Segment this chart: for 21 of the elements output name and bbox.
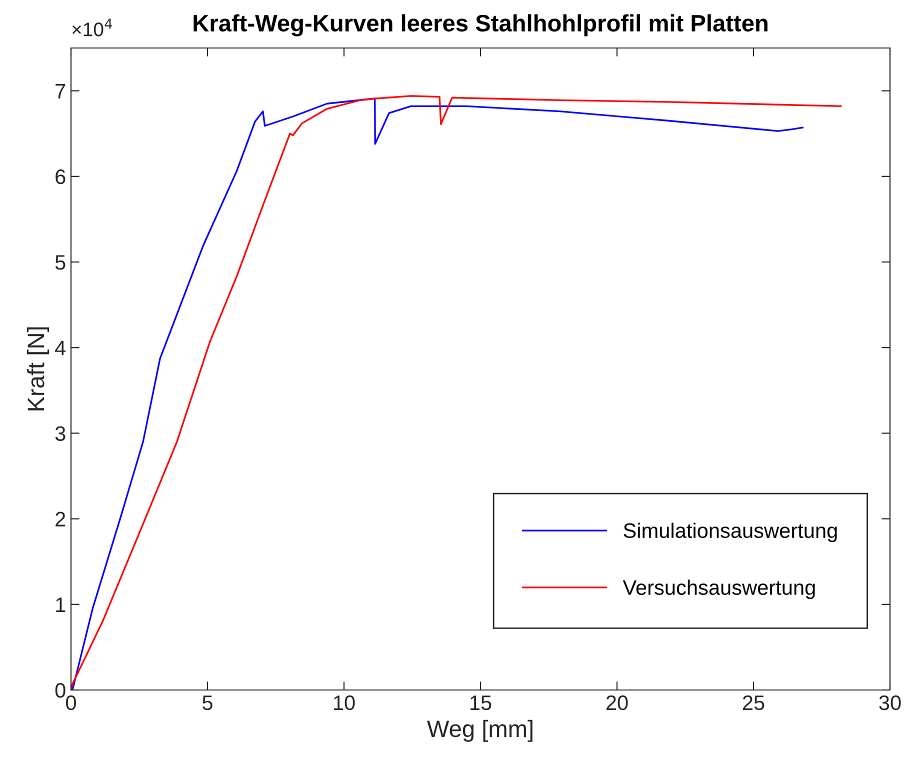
legend-label: Simulationsauswertung [624,522,837,542]
x-axis-title: Weg [mm] [427,720,532,742]
legend-label: Versuchsauswertung [622,580,815,600]
y-axis-title: Kraft [N] [26,327,49,410]
x-tick-label: 5 [202,696,212,710]
y-tick-label: 5 [55,255,66,270]
y-tick-label: 4 [55,340,66,356]
text: ×10$^{4}$ [72,18,112,36]
x-tick-label: 25 [742,695,764,710]
chart-title: Kraft-Weg-Kurven leeres Stahlhohlprofil mit Platten [194,14,768,36]
x-tick-label: 10 [334,695,355,710]
x-tick-label: 0 [66,695,76,710]
y-tick-label: 2 [56,512,66,526]
y-tick-label: 0 [55,683,66,698]
x-tick-label: 15 [470,696,492,710]
y-tick-label: 7 [56,84,66,98]
y-tick-label: 6 [56,169,66,184]
x-tick-label: 30 [879,695,901,710]
x-tick-label: 20 [606,695,628,710]
y-tick-label: 1 [56,598,66,612]
y-tick-label: 3 [55,426,66,441]
